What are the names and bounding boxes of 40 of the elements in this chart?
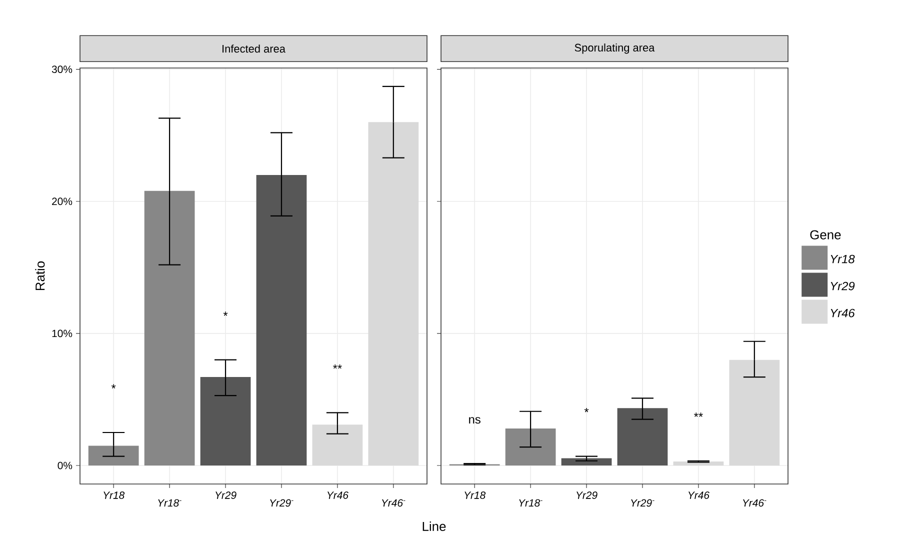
- annotation: *: [223, 312, 228, 316]
- x-tick-label: Yr46: [328, 492, 348, 499]
- bar: [617, 408, 668, 466]
- bar: [729, 360, 780, 466]
- y-tick-label: 30%: [52, 66, 72, 74]
- legend-label: Yr29: [830, 282, 855, 290]
- annotation: ns: [469, 417, 480, 424]
- y-tick-label: 10%: [52, 330, 72, 338]
- bar: [505, 428, 556, 466]
- legend-label: Yr18: [830, 254, 855, 264]
- x-tick-label: Yr46$^{-}$: [743, 499, 766, 507]
- y-tick-label: 20%: [52, 198, 72, 206]
- x-tick-label: Yr29$^{-}$: [631, 499, 654, 507]
- chart-title: Infected area: [222, 44, 286, 53]
- annotation: **: [694, 412, 703, 417]
- x-tick-label: Yr29: [216, 492, 236, 499]
- bar: [144, 190, 195, 466]
- bar: [368, 122, 419, 466]
- x-tick-label: Yr46: [688, 492, 710, 499]
- bar: [88, 446, 139, 466]
- annotation: *: [111, 384, 116, 388]
- legend-label: Yr46: [830, 308, 855, 318]
- x-tick-label: Yr18$^{-}$: [158, 499, 182, 507]
- x-axis-title: Line: [422, 522, 446, 532]
- x-tick-label: Yr29: [576, 492, 598, 499]
- annotation: *: [584, 408, 589, 412]
- y-axis-title: Ratio: [35, 261, 45, 290]
- x-tick-label: Yr29$^{-}$: [270, 499, 294, 507]
- x-tick-label: Yr18: [464, 492, 486, 499]
- y-tick-label: 0%: [58, 462, 72, 470]
- bar: [200, 377, 251, 466]
- legend-title: Gene: [810, 230, 841, 240]
- bar: [256, 174, 307, 466]
- x-tick-label: Yr18$^{-}$: [519, 499, 542, 507]
- chart-title: Sporulating area: [574, 44, 655, 54]
- x-tick-label: Yr18: [104, 492, 125, 499]
- bar: [561, 458, 612, 466]
- bar: [312, 424, 363, 466]
- x-tick-label: Yr46$^{-}$: [382, 499, 406, 507]
- annotation: **: [332, 364, 342, 369]
